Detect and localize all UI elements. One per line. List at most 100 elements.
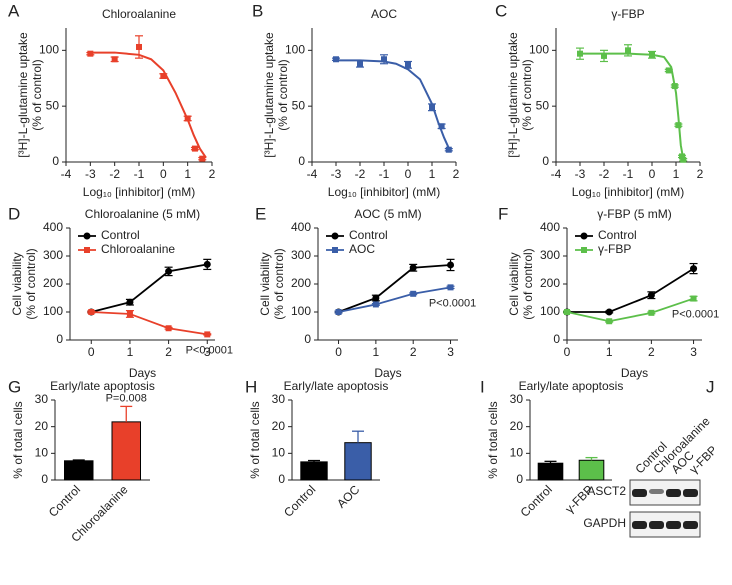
x-tick-label: 2 bbox=[648, 345, 655, 359]
x-tick-label: -1 bbox=[623, 167, 634, 181]
x-tick-label: 2 bbox=[697, 167, 704, 181]
y-axis-label: Cell viability bbox=[507, 252, 521, 315]
y-tick-label: 50 bbox=[46, 98, 60, 112]
band bbox=[683, 521, 698, 529]
point bbox=[564, 309, 570, 315]
x-tick-label: 1 bbox=[373, 345, 380, 359]
y-tick-label: 0 bbox=[516, 472, 523, 486]
legend-marker bbox=[580, 232, 588, 240]
x-tick-label: 0 bbox=[88, 345, 95, 359]
error-bar bbox=[308, 459, 320, 462]
y-tick-label: 50 bbox=[536, 98, 550, 112]
point bbox=[690, 295, 697, 302]
y-tick-label: 400 bbox=[291, 220, 311, 234]
point bbox=[88, 309, 95, 315]
y-tick-label: 0 bbox=[278, 472, 285, 486]
fit-curve bbox=[336, 59, 451, 152]
point bbox=[165, 267, 173, 275]
x-tick-label: -4 bbox=[551, 167, 562, 181]
y-tick-label: 0 bbox=[52, 154, 59, 168]
bar bbox=[537, 462, 564, 481]
y-tick-label: 30 bbox=[272, 392, 286, 406]
series-line bbox=[567, 267, 695, 313]
x-tick-label: 2 bbox=[209, 167, 216, 181]
annotation: P<0.0001 bbox=[672, 308, 719, 320]
chart-title: Early/late apoptosis bbox=[50, 379, 155, 393]
x-tick-label: Control bbox=[281, 482, 318, 519]
chart-title: AOC bbox=[371, 7, 397, 21]
y-tick-label: 100 bbox=[39, 43, 59, 57]
point bbox=[625, 47, 631, 54]
y-tick-label: 20 bbox=[510, 419, 524, 433]
x-tick-label: -2 bbox=[599, 167, 610, 181]
x-tick-label: 0 bbox=[160, 167, 167, 181]
legend-marker bbox=[83, 232, 91, 240]
point bbox=[87, 50, 94, 57]
y-axis-label: [³H]-L-glutamine uptake bbox=[16, 32, 30, 158]
legend-label: Chloroalanine bbox=[101, 242, 175, 256]
bar bbox=[64, 460, 94, 481]
series-line bbox=[338, 286, 451, 313]
y-axis-label: % of total cells bbox=[11, 401, 25, 478]
point bbox=[410, 290, 417, 297]
y-axis-label: [³H]-L-glutamine uptake bbox=[262, 32, 276, 158]
chart-title: Chloroalanine (5 mM) bbox=[85, 207, 200, 221]
chart-title: AOC (5 mM) bbox=[354, 207, 421, 221]
point bbox=[136, 43, 142, 50]
y-tick-label: 10 bbox=[510, 446, 524, 460]
point bbox=[577, 50, 583, 57]
annotation: P=0.008 bbox=[106, 392, 147, 404]
bar bbox=[300, 461, 328, 481]
legend-marker bbox=[581, 247, 587, 253]
x-axis-label: Days bbox=[621, 366, 648, 380]
y-axis-label: % of total cells bbox=[486, 401, 500, 478]
chart-title: γ-FBP bbox=[611, 7, 644, 21]
y-tick-label: 0 bbox=[298, 154, 305, 168]
point bbox=[204, 331, 211, 338]
x-tick-label: 0 bbox=[564, 345, 571, 359]
y-tick-label: 200 bbox=[291, 276, 311, 290]
point bbox=[126, 298, 134, 306]
error-bar bbox=[352, 430, 364, 443]
y-axis-label: (% of control) bbox=[24, 248, 38, 319]
band bbox=[632, 521, 647, 529]
y-axis-label: % of total cells bbox=[248, 401, 262, 478]
point bbox=[438, 123, 445, 130]
row-label: ASCT2 bbox=[587, 484, 626, 498]
band bbox=[632, 489, 647, 497]
y-tick-label: 300 bbox=[291, 248, 311, 262]
x-axis-label: Days bbox=[374, 366, 401, 380]
error-bar bbox=[72, 459, 85, 461]
chart-title: Chloroalanine bbox=[102, 7, 176, 21]
y-tick-label: 0 bbox=[41, 472, 48, 486]
y-axis-label: Cell viability bbox=[258, 252, 272, 315]
x-tick-label: -1 bbox=[379, 167, 390, 181]
annotation: P<0.0001 bbox=[186, 344, 233, 356]
y-tick-label: 20 bbox=[272, 419, 286, 433]
x-tick-label: 3 bbox=[447, 345, 454, 359]
y-tick-label: 30 bbox=[510, 392, 524, 406]
point bbox=[409, 264, 417, 272]
point bbox=[665, 67, 672, 74]
y-tick-label: 0 bbox=[304, 332, 311, 346]
y-tick-label: 0 bbox=[56, 332, 63, 346]
x-tick-label: 3 bbox=[204, 345, 211, 359]
point bbox=[203, 260, 211, 268]
legend-label: Control bbox=[101, 228, 140, 242]
point bbox=[680, 156, 687, 163]
panel-letter: I bbox=[480, 377, 485, 396]
x-tick-label: -1 bbox=[134, 167, 145, 181]
x-tick-label: 1 bbox=[673, 167, 680, 181]
point bbox=[647, 291, 655, 299]
x-tick-label: Control bbox=[518, 482, 555, 519]
point bbox=[675, 122, 682, 129]
y-tick-label: 300 bbox=[540, 248, 560, 262]
x-tick-label: 1 bbox=[184, 167, 191, 181]
x-tick-label: 0 bbox=[649, 167, 656, 181]
y-tick-label: 200 bbox=[540, 276, 560, 290]
panel-letter: J bbox=[706, 377, 715, 396]
y-tick-label: 10 bbox=[35, 446, 49, 460]
y-axis-label: Cell viability bbox=[10, 252, 24, 315]
x-axis-label: Log₁₀ [inhibitor] (mM) bbox=[328, 185, 440, 199]
